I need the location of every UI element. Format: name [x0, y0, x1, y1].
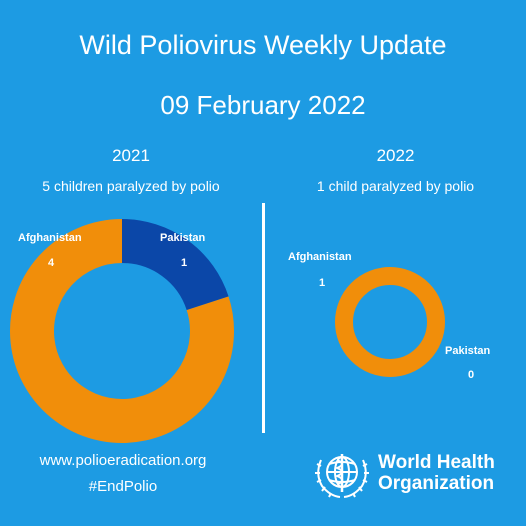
panel-divider — [262, 203, 265, 433]
website-link[interactable]: www.polioeradication.org — [39, 452, 207, 469]
chart-2022-subtitle: 1 child paralyzed by polio — [316, 178, 475, 194]
chart-2022-title: 2022 — [376, 146, 415, 165]
value-afghanistan-2022: 1 — [319, 277, 326, 289]
donut-slice-afghanistan-2022 — [335, 267, 445, 377]
who-logo-line1: World Health — [378, 452, 495, 473]
page-title: Wild Poliovirus Weekly Update — [79, 30, 447, 60]
hashtag: #EndPolio — [88, 478, 158, 495]
who-emblem-icon — [315, 454, 369, 498]
label-afghanistan-2022: Afghanistan — [288, 251, 352, 263]
label-afghanistan-2021: Afghanistan — [18, 232, 82, 244]
label-pakistan-2021: Pakistan — [160, 232, 206, 244]
who-logo-text: World Health Organization — [378, 452, 495, 494]
who-logo-line2: Organization — [378, 473, 495, 494]
value-pakistan-2022: 0 — [468, 369, 475, 381]
value-pakistan-2021: 1 — [181, 257, 188, 269]
report-date: 09 February 2022 — [160, 90, 366, 120]
donut-slice-pakistan-2021 — [121, 219, 229, 311]
chart-2021-title: 2021 — [112, 146, 150, 165]
value-afghanistan-2021: 4 — [48, 257, 55, 269]
label-pakistan-2022: Pakistan — [445, 345, 491, 357]
chart-2021-subtitle: 5 children paralyzed by polio — [42, 178, 220, 194]
